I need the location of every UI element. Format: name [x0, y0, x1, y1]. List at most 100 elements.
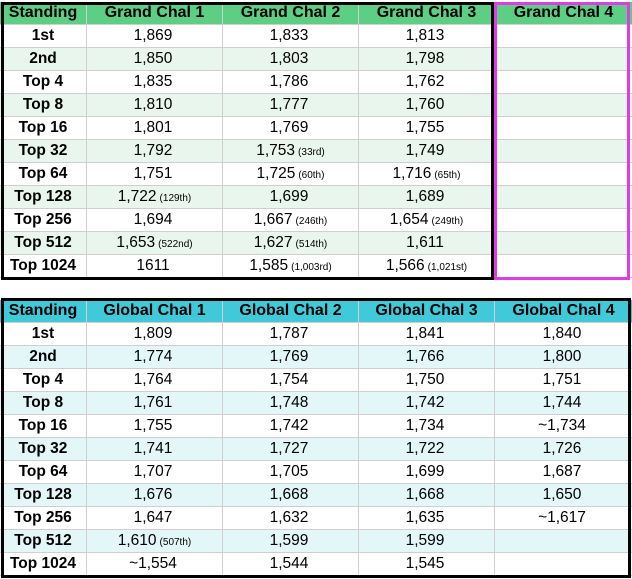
grand-score-cell[interactable]: 1,850: [87, 48, 223, 71]
grand-score-cell[interactable]: [495, 255, 632, 278]
grand-standing-cell[interactable]: Top 256: [0, 209, 87, 232]
global-score-cell[interactable]: 1,761: [87, 392, 223, 415]
grand-standing-cell[interactable]: 2nd: [0, 48, 87, 71]
grand-header-chal-2[interactable]: Grand Chal 2: [223, 2, 359, 25]
grand-score-cell[interactable]: 1,689: [359, 186, 495, 209]
global-header-chal-2[interactable]: Global Chal 2: [223, 300, 359, 323]
grand-standing-cell[interactable]: 1st: [0, 25, 87, 48]
global-score-cell[interactable]: 1,650: [495, 484, 632, 507]
global-score-cell[interactable]: 1,766: [359, 346, 495, 369]
grand-score-cell[interactable]: 1,869: [87, 25, 223, 48]
global-score-cell[interactable]: 1,769: [223, 346, 359, 369]
grand-score-cell[interactable]: 1,777: [223, 94, 359, 117]
global-score-cell[interactable]: 1,751: [495, 369, 632, 392]
grand-score-cell[interactable]: 1,749: [359, 140, 495, 163]
global-score-cell[interactable]: 1,705: [223, 461, 359, 484]
global-standing-cell[interactable]: Top 4: [0, 369, 87, 392]
global-score-cell[interactable]: 1,610 (507th): [87, 530, 223, 553]
grand-score-cell[interactable]: 1,792: [87, 140, 223, 163]
grand-score-cell[interactable]: 1,585 (1,003rd): [223, 255, 359, 278]
grand-standing-cell[interactable]: Top 64: [0, 163, 87, 186]
global-score-cell[interactable]: 1,809: [87, 323, 223, 346]
grand-score-cell[interactable]: 1,801: [87, 117, 223, 140]
grand-score-cell[interactable]: 1,653 (522nd): [87, 232, 223, 255]
global-score-cell[interactable]: 1,800: [495, 346, 632, 369]
global-header-chal-1[interactable]: Global Chal 1: [87, 300, 223, 323]
global-header-chal-3[interactable]: Global Chal 3: [359, 300, 495, 323]
grand-score-cell[interactable]: 1,835: [87, 71, 223, 94]
grand-score-cell[interactable]: 1,786: [223, 71, 359, 94]
grand-standing-cell[interactable]: Top 4: [0, 71, 87, 94]
grand-score-cell[interactable]: [495, 117, 632, 140]
global-score-cell[interactable]: 1,840: [495, 323, 632, 346]
global-score-cell[interactable]: 1,741: [87, 438, 223, 461]
grand-score-cell[interactable]: [495, 232, 632, 255]
grand-standing-cell[interactable]: Top 128: [0, 186, 87, 209]
grand-header-chal-3[interactable]: Grand Chal 3: [359, 2, 495, 25]
global-score-cell[interactable]: 1,754: [223, 369, 359, 392]
global-standing-cell[interactable]: Top 1024: [0, 553, 87, 576]
grand-score-cell[interactable]: 1,627 (514th): [223, 232, 359, 255]
grand-score-cell[interactable]: [495, 140, 632, 163]
global-score-cell[interactable]: 1,734: [359, 415, 495, 438]
grand-score-cell[interactable]: 1,722 (129th): [87, 186, 223, 209]
global-standing-cell[interactable]: Top 64: [0, 461, 87, 484]
grand-score-cell[interactable]: 1,694: [87, 209, 223, 232]
global-score-cell[interactable]: 1,726: [495, 438, 632, 461]
grand-score-cell[interactable]: [495, 71, 632, 94]
grand-score-cell[interactable]: 1,813: [359, 25, 495, 48]
grand-score-cell[interactable]: 1,803: [223, 48, 359, 71]
grand-score-cell[interactable]: 1,760: [359, 94, 495, 117]
grand-standing-cell[interactable]: Top 8: [0, 94, 87, 117]
global-header-standing[interactable]: Standing: [0, 300, 87, 323]
grand-score-cell[interactable]: [495, 209, 632, 232]
global-score-cell[interactable]: 1,647: [87, 507, 223, 530]
global-score-cell[interactable]: 1,748: [223, 392, 359, 415]
global-score-cell[interactable]: 1,787: [223, 323, 359, 346]
grand-score-cell[interactable]: 1,833: [223, 25, 359, 48]
global-score-cell[interactable]: [495, 530, 632, 553]
global-score-cell[interactable]: 1,707: [87, 461, 223, 484]
global-score-cell[interactable]: 1,774: [87, 346, 223, 369]
global-score-cell[interactable]: 1,544: [223, 553, 359, 576]
global-standing-cell[interactable]: Top 16: [0, 415, 87, 438]
grand-score-cell[interactable]: 1,566 (1,021st): [359, 255, 495, 278]
global-score-cell[interactable]: 1,668: [359, 484, 495, 507]
global-score-cell[interactable]: 1,635: [359, 507, 495, 530]
global-standing-cell[interactable]: 1st: [0, 323, 87, 346]
global-score-cell[interactable]: 1,755: [87, 415, 223, 438]
grand-score-cell[interactable]: 1,699: [223, 186, 359, 209]
grand-score-cell[interactable]: 1,762: [359, 71, 495, 94]
global-score-cell[interactable]: 1,632: [223, 507, 359, 530]
grand-score-cell[interactable]: 1,798: [359, 48, 495, 71]
global-standing-cell[interactable]: Top 256: [0, 507, 87, 530]
grand-score-cell[interactable]: 1,725 (60th): [223, 163, 359, 186]
global-standing-cell[interactable]: 2nd: [0, 346, 87, 369]
grand-score-cell[interactable]: 1,611: [359, 232, 495, 255]
grand-score-cell[interactable]: 1,753 (33rd): [223, 140, 359, 163]
global-score-cell[interactable]: 1,668: [223, 484, 359, 507]
grand-score-cell[interactable]: 1,810: [87, 94, 223, 117]
grand-score-cell[interactable]: [495, 48, 632, 71]
global-standing-cell[interactable]: Top 512: [0, 530, 87, 553]
global-score-cell[interactable]: 1,545: [359, 553, 495, 576]
grand-score-cell[interactable]: 1,769: [223, 117, 359, 140]
global-score-cell[interactable]: 1,687: [495, 461, 632, 484]
global-standing-cell[interactable]: Top 128: [0, 484, 87, 507]
grand-score-cell[interactable]: 1,654 (249th): [359, 209, 495, 232]
global-score-cell[interactable]: 1,742: [359, 392, 495, 415]
global-header-chal-4[interactable]: Global Chal 4: [495, 300, 632, 323]
grand-standing-cell[interactable]: Top 16: [0, 117, 87, 140]
grand-header-chal-4[interactable]: Grand Chal 4: [495, 2, 632, 25]
grand-score-cell[interactable]: [495, 94, 632, 117]
global-score-cell[interactable]: 1,742: [223, 415, 359, 438]
grand-score-cell[interactable]: [495, 25, 632, 48]
global-score-cell[interactable]: [495, 553, 632, 576]
global-standing-cell[interactable]: Top 32: [0, 438, 87, 461]
grand-standing-cell[interactable]: Top 1024: [0, 255, 87, 278]
global-score-cell[interactable]: ~1,554: [87, 553, 223, 576]
global-score-cell[interactable]: 1,722: [359, 438, 495, 461]
grand-header-standing[interactable]: Standing: [0, 2, 87, 25]
grand-standing-cell[interactable]: Top 32: [0, 140, 87, 163]
global-score-cell[interactable]: 1,841: [359, 323, 495, 346]
